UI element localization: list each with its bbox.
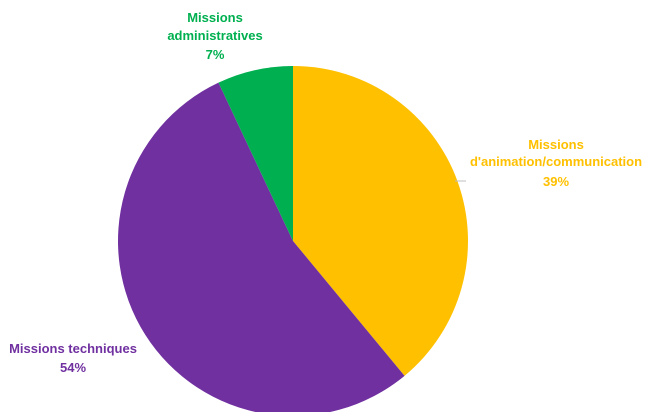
slice-label-administratives: Missions administratives 7% (167, 10, 262, 62)
slice-label-animation-communication: Missions d'animation/communication 39% (470, 137, 642, 189)
label-name-line: Missions (528, 137, 584, 152)
pie-slices (117, 66, 468, 412)
label-name-line: d'animation/communication (470, 154, 642, 169)
pie-slice-administratives (218, 66, 293, 241)
label-percent: 54% (60, 360, 86, 375)
label-name-line: Missions (187, 10, 243, 25)
label-percent: 7% (206, 47, 225, 62)
label-name-line: Missions techniques (9, 341, 137, 356)
label-percent: 39% (543, 174, 569, 189)
pie-slice-animation-communication (293, 66, 468, 376)
pie-slice-techniques (117, 82, 405, 412)
slice-label-techniques: Missions techniques 54% (9, 341, 137, 375)
label-name-line: administratives (167, 28, 262, 43)
